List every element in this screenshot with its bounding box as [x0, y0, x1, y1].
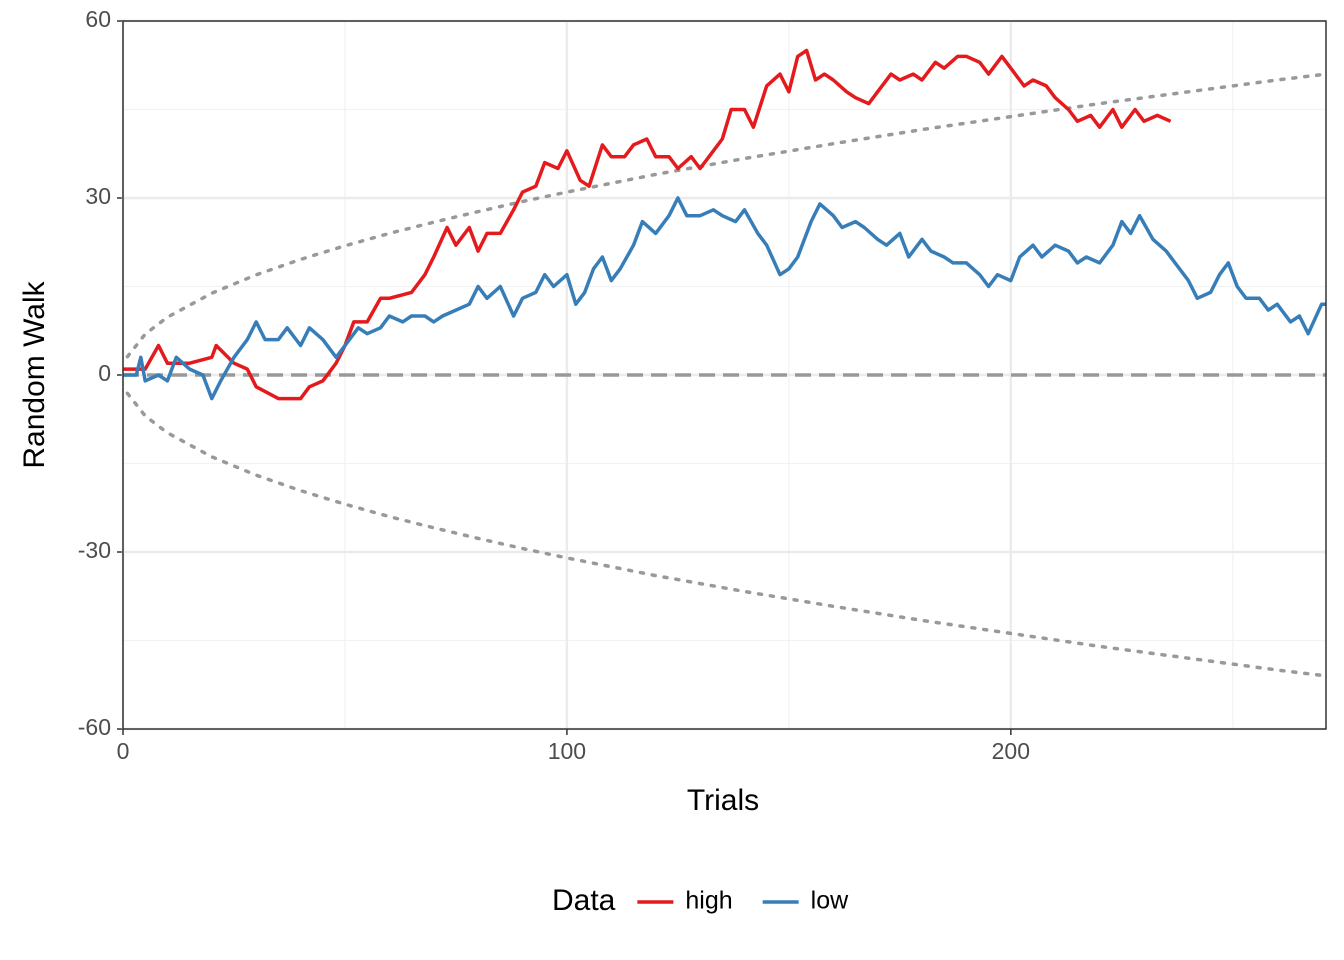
x-tick-label: 0: [117, 738, 130, 764]
legend-title: Data: [552, 884, 616, 917]
series-line: [123, 196, 1326, 401]
reference-line: [125, 72, 1326, 359]
panel-border: [122, 20, 1327, 730]
y-tick-label: -60: [78, 714, 111, 740]
y-axis-title: Random Walk: [18, 280, 51, 468]
y-tick-label: 30: [85, 183, 111, 209]
reference-line: [125, 391, 1326, 678]
y-tick-label: 60: [85, 6, 111, 32]
y-tick-label: -30: [78, 537, 111, 563]
x-tick-label: 200: [992, 738, 1030, 764]
legend-label: low: [811, 887, 849, 915]
x-tick-label: 100: [548, 738, 586, 764]
y-tick-label: 0: [98, 360, 111, 386]
legend-label: high: [685, 887, 732, 915]
plot-area: [123, 48, 1326, 678]
x-axis-title: Trials: [687, 784, 759, 817]
